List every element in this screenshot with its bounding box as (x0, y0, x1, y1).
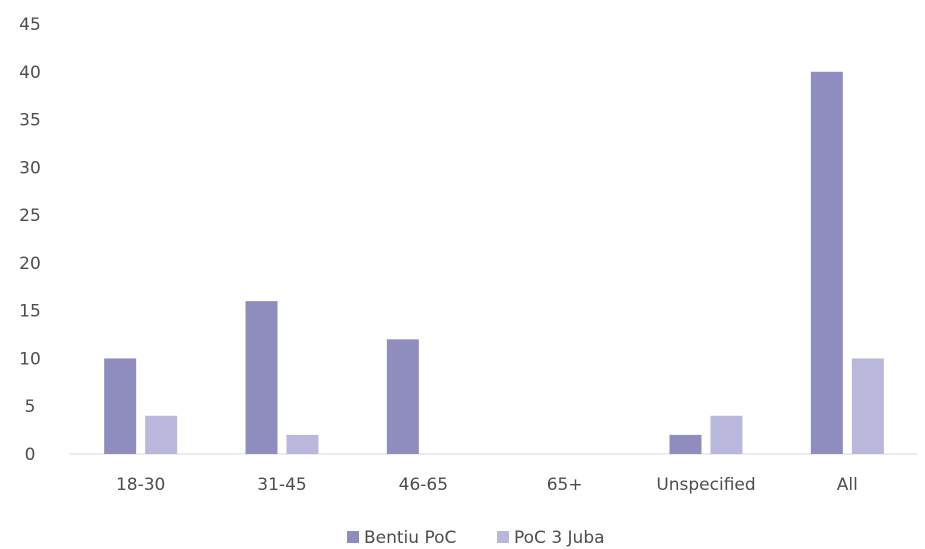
bar-bentiu-4 (669, 434, 702, 454)
y-tick-label: 15 (19, 302, 41, 322)
y-tick-label: 30 (19, 158, 41, 178)
y-tick-label: 5 (25, 397, 36, 417)
legend-swatch (347, 531, 359, 543)
x-axis-ticks: 18-30 31-45 46-65 65+ Unspecified All (116, 475, 858, 495)
y-axis-ticks: 0 5 10 15 20 25 30 35 40 45 (19, 15, 41, 465)
x-tick-label: 18-30 (116, 475, 165, 495)
x-tick-label: 31-45 (257, 475, 306, 495)
bar-juba-1 (286, 434, 319, 454)
y-tick-label: 0 (25, 445, 36, 465)
x-tick-label: 46-65 (399, 475, 448, 495)
y-tick-label: 25 (19, 206, 41, 226)
y-tick-label: 45 (19, 15, 41, 35)
legend: Bentiu PoC PoC 3 Juba (347, 528, 605, 548)
bar-bentiu-5 (810, 71, 843, 455)
y-tick-label: 35 (19, 111, 41, 131)
legend-swatch (497, 531, 509, 543)
y-tick-label: 10 (19, 349, 41, 369)
y-tick-label: 20 (19, 254, 41, 274)
bars (104, 71, 884, 455)
x-tick-label: 65+ (547, 475, 583, 495)
x-tick-label: All (837, 475, 858, 495)
y-tick-label: 40 (19, 63, 41, 83)
bar-juba-5 (851, 358, 884, 454)
bar-bentiu-2 (386, 339, 419, 454)
legend-label: Bentiu PoC (364, 528, 456, 548)
legend-label: PoC 3 Juba (514, 528, 605, 548)
bar-bentiu-1 (245, 301, 278, 454)
bar-juba-4 (710, 415, 743, 454)
bar-juba-0 (145, 415, 178, 454)
x-tick-label: Unspecified (656, 475, 755, 495)
bar-bentiu-0 (104, 358, 137, 454)
